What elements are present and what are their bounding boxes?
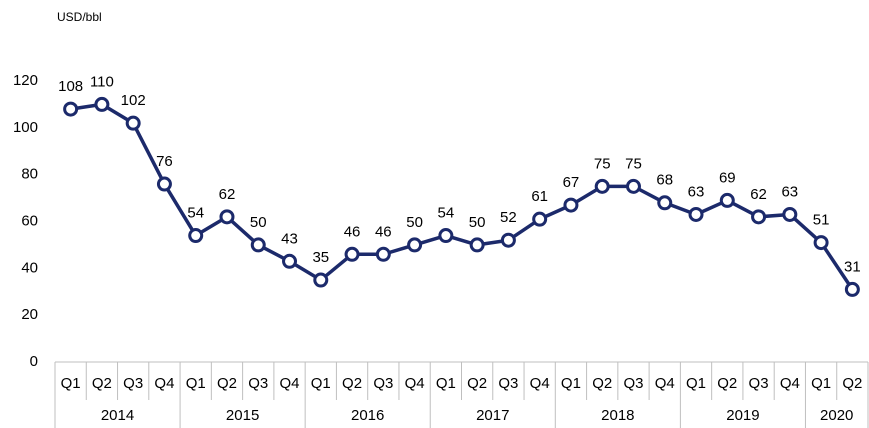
y-tick-label: 20 bbox=[21, 306, 38, 323]
x-tick-label: Q3 bbox=[749, 375, 769, 392]
data-point bbox=[594, 178, 610, 194]
data-point bbox=[375, 246, 391, 262]
y-tick-label: 100 bbox=[13, 119, 38, 136]
data-label: 46 bbox=[375, 223, 392, 240]
x-tick-label: Q3 bbox=[498, 375, 518, 392]
data-label: 61 bbox=[531, 188, 548, 205]
data-point bbox=[813, 235, 829, 251]
x-tick-label: Q3 bbox=[373, 375, 393, 392]
data-label: 69 bbox=[719, 169, 736, 186]
x-tick-label: Q1 bbox=[436, 375, 456, 392]
x-tick-label: Q3 bbox=[123, 375, 143, 392]
data-label: 50 bbox=[406, 214, 423, 231]
data-point bbox=[407, 237, 423, 253]
x-tick-label: Q1 bbox=[686, 375, 706, 392]
data-label: 54 bbox=[438, 205, 455, 222]
data-point bbox=[63, 101, 79, 117]
year-label: 2019 bbox=[726, 407, 759, 424]
data-point bbox=[532, 211, 548, 227]
x-tick-label: Q2 bbox=[342, 375, 362, 392]
data-point bbox=[250, 237, 266, 253]
data-point bbox=[657, 195, 673, 211]
data-label: 51 bbox=[813, 212, 830, 229]
x-tick-label: Q4 bbox=[780, 375, 800, 392]
data-label: 68 bbox=[656, 172, 673, 189]
data-point bbox=[625, 178, 641, 194]
year-label: 2014 bbox=[101, 407, 134, 424]
x-tick-label: Q1 bbox=[61, 375, 81, 392]
year-label: 2016 bbox=[351, 407, 384, 424]
data-point bbox=[563, 197, 579, 213]
data-label: 62 bbox=[750, 186, 767, 203]
data-point bbox=[438, 228, 454, 244]
data-label: 63 bbox=[688, 183, 705, 200]
data-label: 50 bbox=[469, 214, 486, 231]
x-tick-label: Q3 bbox=[623, 375, 643, 392]
y-tick-label: 120 bbox=[13, 72, 38, 89]
data-label: 75 bbox=[625, 155, 642, 172]
data-point bbox=[719, 192, 735, 208]
y-tick-label: 0 bbox=[30, 353, 38, 370]
year-label: 2015 bbox=[226, 407, 259, 424]
data-point bbox=[313, 272, 329, 288]
x-tick-label: Q3 bbox=[248, 375, 268, 392]
x-tick-label: Q2 bbox=[467, 375, 487, 392]
data-label: 102 bbox=[121, 92, 146, 109]
year-label: 2020 bbox=[820, 407, 853, 424]
x-tick-label: Q1 bbox=[561, 375, 581, 392]
y-tick-label: 40 bbox=[21, 259, 38, 276]
year-label: 2018 bbox=[601, 407, 634, 424]
data-point bbox=[500, 232, 516, 248]
data-label: 63 bbox=[781, 183, 798, 200]
data-label: 108 bbox=[58, 78, 83, 95]
x-tick-label: Q4 bbox=[280, 375, 300, 392]
data-label: 62 bbox=[219, 186, 236, 203]
x-tick-label: Q1 bbox=[186, 375, 206, 392]
data-label: 50 bbox=[250, 214, 267, 231]
data-point bbox=[125, 115, 141, 131]
x-tick-label: Q4 bbox=[154, 375, 174, 392]
x-tick-label: Q2 bbox=[92, 375, 112, 392]
data-label: 46 bbox=[344, 223, 361, 240]
data-point bbox=[282, 253, 298, 269]
data-label: 67 bbox=[563, 174, 580, 191]
data-point bbox=[751, 209, 767, 225]
data-point bbox=[94, 96, 110, 112]
data-point bbox=[219, 209, 235, 225]
data-point bbox=[188, 228, 204, 244]
year-label: 2017 bbox=[476, 407, 509, 424]
data-label: 31 bbox=[844, 258, 861, 275]
data-label: 43 bbox=[281, 230, 298, 247]
data-label: 76 bbox=[156, 153, 173, 170]
y-tick-label: 80 bbox=[21, 166, 38, 183]
x-tick-label: Q4 bbox=[655, 375, 675, 392]
x-tick-label: Q1 bbox=[811, 375, 831, 392]
data-label: 35 bbox=[312, 249, 329, 266]
x-tick-label: Q1 bbox=[311, 375, 331, 392]
data-label: 52 bbox=[500, 209, 517, 226]
data-point bbox=[844, 281, 860, 297]
x-tick-label: Q2 bbox=[217, 375, 237, 392]
x-tick-label: Q2 bbox=[592, 375, 612, 392]
x-tick-label: Q2 bbox=[717, 375, 737, 392]
data-line bbox=[70, 102, 854, 291]
data-label: 75 bbox=[594, 155, 611, 172]
data-label: 54 bbox=[187, 205, 204, 222]
data-point bbox=[156, 176, 172, 192]
x-tick-label: Q2 bbox=[842, 375, 862, 392]
data-point bbox=[469, 237, 485, 253]
data-label: 110 bbox=[90, 73, 114, 90]
x-tick-label: Q4 bbox=[530, 375, 550, 392]
data-point bbox=[344, 246, 360, 262]
data-point bbox=[782, 206, 798, 222]
data-point bbox=[688, 206, 704, 222]
y-axis-label: USD/bbl bbox=[57, 10, 102, 24]
y-tick-label: 60 bbox=[21, 212, 38, 229]
x-tick-label: Q4 bbox=[405, 375, 425, 392]
